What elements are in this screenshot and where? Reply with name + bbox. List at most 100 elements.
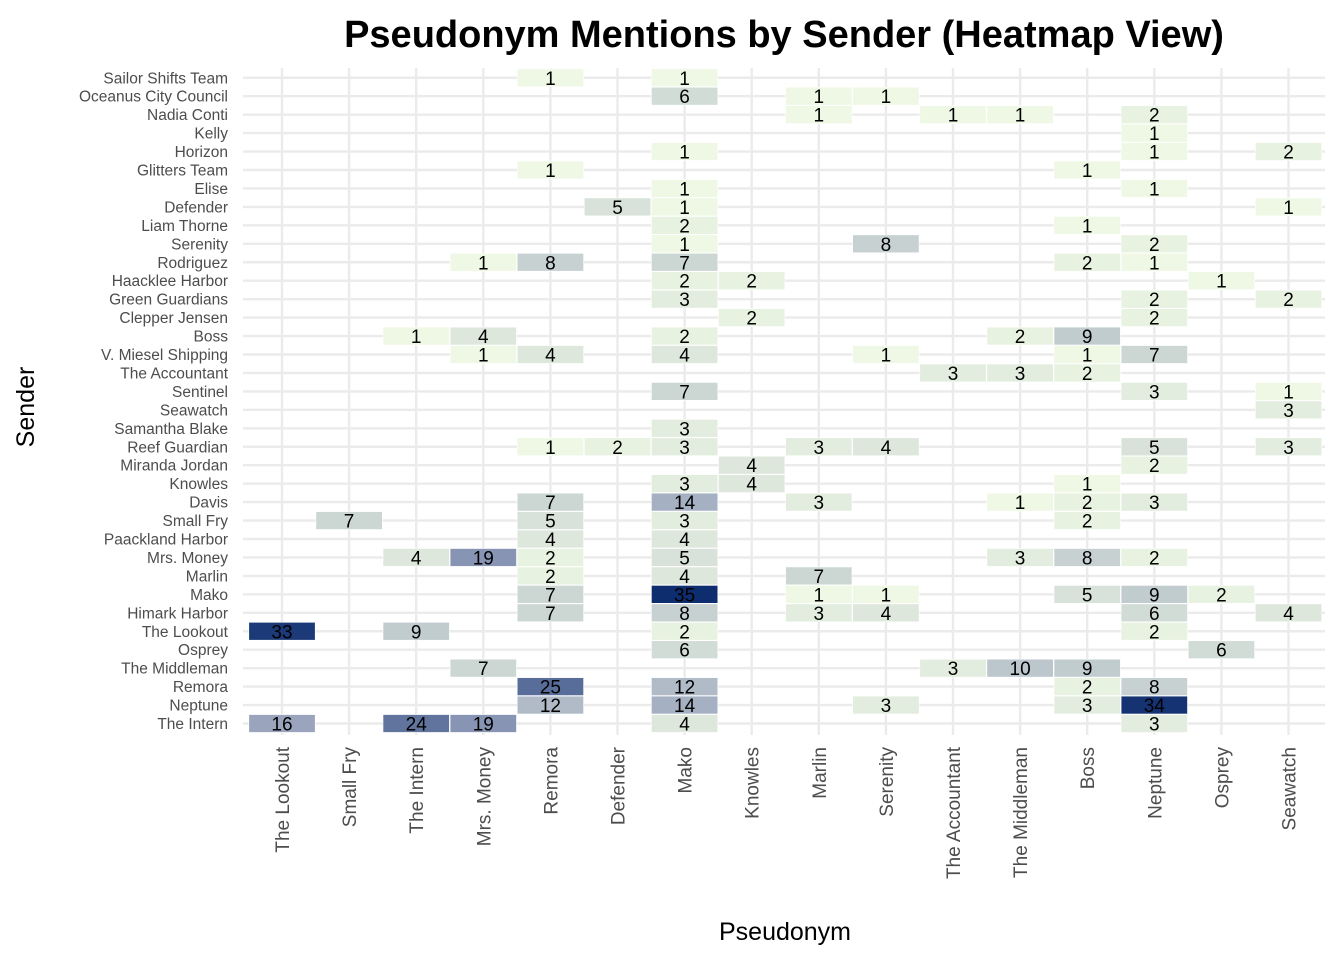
cell-value-label: 2 — [746, 272, 757, 293]
x-tick-label: The Lookout — [273, 746, 294, 852]
heatmap-cell — [1053, 474, 1121, 493]
cell-value-label: 1 — [1216, 272, 1227, 293]
cell-value-label: 2 — [1082, 512, 1093, 533]
cell-value-label: 1 — [814, 585, 825, 606]
heatmap-cell — [1255, 400, 1323, 420]
y-tick-label: Horizon — [175, 144, 228, 161]
x-tick-label: Knowles — [743, 747, 764, 819]
heatmap-cell — [449, 345, 517, 364]
cell-value-label: 3 — [1283, 438, 1294, 459]
cell-value-label: 3 — [948, 364, 959, 385]
cell-value-label: 1 — [948, 106, 959, 127]
y-tick-label: Haacklee Harbor — [112, 273, 228, 290]
x-tick-label: Small Fry — [340, 747, 361, 828]
cell-value-label: 4 — [679, 715, 690, 736]
heatmap-cell — [651, 695, 719, 715]
heatmap-cell — [1255, 197, 1323, 217]
cell-value-label: 3 — [1283, 401, 1294, 422]
y-tick-label: Himark Harbor — [127, 605, 228, 622]
cell-value-label: 9 — [1082, 327, 1093, 348]
y-tick-label: Glitters Team — [137, 163, 228, 180]
cell-value-label: 1 — [679, 69, 690, 90]
heatmap-cell — [449, 548, 517, 567]
chart-title: Pseudonym Mentions by Sender (Heatmap Vi… — [344, 14, 1224, 56]
cell-value-label: 5 — [1149, 438, 1160, 459]
cell-value-label: 2 — [1149, 235, 1160, 256]
heatmap-cell — [1120, 105, 1188, 124]
cell-value-label: 1 — [545, 69, 556, 90]
cell-value-label: 4 — [679, 530, 690, 551]
y-tick-label: The Middleman — [121, 661, 228, 678]
cell-value-label: 6 — [679, 87, 690, 108]
cell-value-label: 1 — [545, 161, 556, 182]
heatmap-cell — [516, 345, 584, 364]
cell-value-label: 5 — [679, 548, 690, 569]
heatmap-cell — [516, 160, 584, 180]
cell-value-label: 4 — [881, 604, 892, 625]
cell-value-label: 2 — [1149, 622, 1160, 643]
heatmap-cell — [516, 585, 584, 604]
heatmap-cell — [1120, 123, 1188, 143]
heatmap-cell — [651, 492, 719, 512]
y-tick-label: Mrs. Money — [147, 550, 228, 567]
cell-value-label: 3 — [948, 659, 959, 680]
cell-value-label: 2 — [1216, 585, 1227, 606]
x-tick-label: Seawatch — [1280, 747, 1301, 830]
cell-value-label: 2 — [1149, 309, 1160, 330]
heatmap-cell — [785, 603, 853, 623]
heatmap-cell — [651, 253, 719, 272]
cell-value-label: 7 — [814, 567, 825, 588]
cell-value-label: 2 — [545, 567, 556, 588]
x-tick-label: Osprey — [1212, 747, 1233, 809]
heatmap-cell — [718, 455, 786, 475]
y-tick-label: Sentinel — [172, 384, 228, 401]
heatmap-cell — [382, 326, 450, 346]
heatmap-cell — [1053, 658, 1121, 678]
heatmap-cell — [516, 437, 584, 456]
cell-value-label: 1 — [814, 106, 825, 127]
heatmap-cell — [1255, 603, 1323, 623]
heatmap-cell — [718, 474, 786, 493]
cell-value-label: 3 — [1082, 696, 1093, 717]
heatmap-cell — [651, 714, 719, 733]
cell-value-label: 1 — [1015, 106, 1026, 127]
heatmap-cell — [516, 529, 584, 549]
heatmap-cell — [1120, 234, 1188, 254]
x-axis-ticks: The Lookout Small Fry The Intern Mrs. Money… — [273, 746, 1301, 879]
cell-value-label: 7 — [1149, 346, 1160, 367]
cell-value-label: 1 — [545, 438, 556, 459]
y-tick-label: Nadia Conti — [147, 107, 228, 124]
cell-value-label: 3 — [814, 493, 825, 514]
cell-value-label: 4 — [411, 548, 422, 569]
cell-value-label: 3 — [881, 696, 892, 717]
heatmap-cell — [449, 253, 517, 272]
y-tick-label: Sailor Shifts Team — [103, 70, 228, 87]
cell-value-label: 4 — [881, 438, 892, 459]
y-tick-label: The Lookout — [142, 624, 229, 641]
y-tick-label: Paackland Harbor — [104, 532, 228, 549]
heatmap-cell — [852, 437, 920, 456]
cell-value-label: 8 — [679, 604, 690, 625]
heatmap-cell — [1053, 216, 1121, 235]
heatmap-cell — [986, 658, 1054, 678]
heatmap-cell — [852, 345, 920, 364]
heatmap-cell — [1053, 511, 1121, 530]
cell-value-label: 3 — [679, 290, 690, 311]
cell-value-label: 8 — [1149, 678, 1160, 699]
cell-value-label: 2 — [1283, 143, 1294, 164]
y-axis-title: Sender — [12, 367, 40, 448]
y-tick-label: Seawatch — [160, 402, 228, 419]
cell-value-label: 1 — [478, 253, 489, 274]
heatmap-cell — [248, 621, 316, 641]
heatmap-cell — [651, 585, 719, 604]
cell-value-label: 1 — [679, 179, 690, 200]
y-tick-label: Boss — [194, 329, 229, 346]
heatmap-cell — [1120, 492, 1188, 512]
heatmap-cell — [583, 437, 651, 456]
cell-value-label: 33 — [271, 622, 292, 643]
x-tick-label: Mako — [676, 747, 697, 793]
